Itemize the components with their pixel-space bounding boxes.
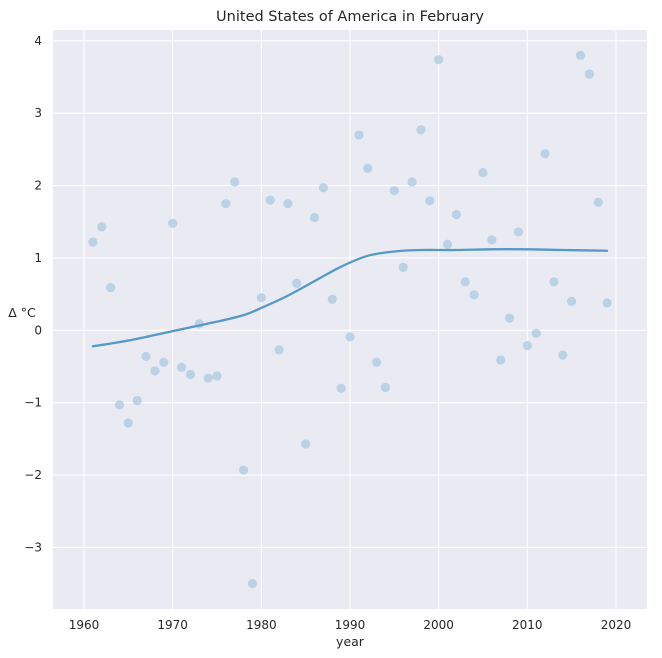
data-point [602,298,612,308]
trend-line [91,248,609,348]
y-tick-label: −1 [24,396,42,410]
trend-line-path [91,248,609,348]
data-point [97,222,107,232]
data-point [451,209,461,220]
data-point [558,350,568,360]
x-tick-label: 2020 [601,618,632,632]
data-point [593,197,603,207]
x-tick-label: 1990 [335,618,366,632]
data-point [292,278,302,288]
data-point [265,195,275,205]
y-tick-label: 3 [34,106,42,120]
data-point [389,186,399,196]
y-tick-label: −2 [24,468,42,482]
y-axis-label: Δ °C [8,305,36,320]
data-point [469,290,479,300]
data-point [256,293,266,303]
data-point [301,439,311,449]
data-point [380,382,391,393]
data-point [150,366,160,376]
data-point [549,277,559,287]
data-point [504,313,515,323]
y-tick-labels: −3 −2 −1 0 1 2 3 4 [24,34,42,555]
data-point [496,355,506,365]
y-tick-label: −3 [24,540,42,554]
data-point [371,357,382,367]
data-point [354,130,364,140]
data-point [185,369,196,380]
data-point [88,237,98,247]
data-point [159,357,169,367]
data-point [132,395,142,406]
chart-title: United States of America in February [216,9,484,25]
data-point [123,418,133,428]
x-tick-label: 2000 [423,618,454,632]
data-point [522,340,532,351]
data-point [567,296,577,307]
y-tick-label: 4 [34,34,42,48]
data-point [203,373,213,383]
data-point [540,149,550,159]
x-tick-labels: 1960 1970 1980 1990 2000 2010 2020 [69,618,631,632]
data-point [575,50,586,60]
x-tick-label: 2010 [512,618,543,632]
data-point [212,371,222,381]
data-point [106,283,116,293]
data-point [221,199,231,209]
y-tick-label: 2 [34,179,42,193]
data-point [327,294,337,304]
data-point [176,362,187,372]
x-tick-label: 1970 [157,618,188,632]
data-point [407,177,417,187]
data-point [141,351,151,362]
data-point [230,177,240,187]
data-point [168,218,178,228]
data-point [487,235,497,245]
data-point [531,328,541,338]
data-point [363,163,373,173]
x-tick-label: 1980 [246,618,277,632]
data-point [584,69,594,79]
data-point [309,212,320,223]
data-point [336,383,346,393]
data-point [114,400,125,410]
data-point [442,239,453,249]
data-point [283,199,293,209]
data-point [345,332,355,342]
data-point [425,196,435,206]
grid [53,30,647,609]
data-point [416,125,426,135]
y-tick-label: 1 [34,251,42,265]
y-tick-label: 0 [34,323,42,337]
data-point [239,465,249,475]
data-point [460,277,470,287]
data-point [478,167,488,178]
data-point [247,579,258,589]
data-points [88,50,612,589]
x-axis-label: year [336,634,365,649]
data-point [398,262,408,272]
data-point [318,183,329,193]
data-point [434,55,444,65]
data-point [513,227,524,237]
x-tick-label: 1960 [69,618,100,632]
data-point [274,345,284,355]
